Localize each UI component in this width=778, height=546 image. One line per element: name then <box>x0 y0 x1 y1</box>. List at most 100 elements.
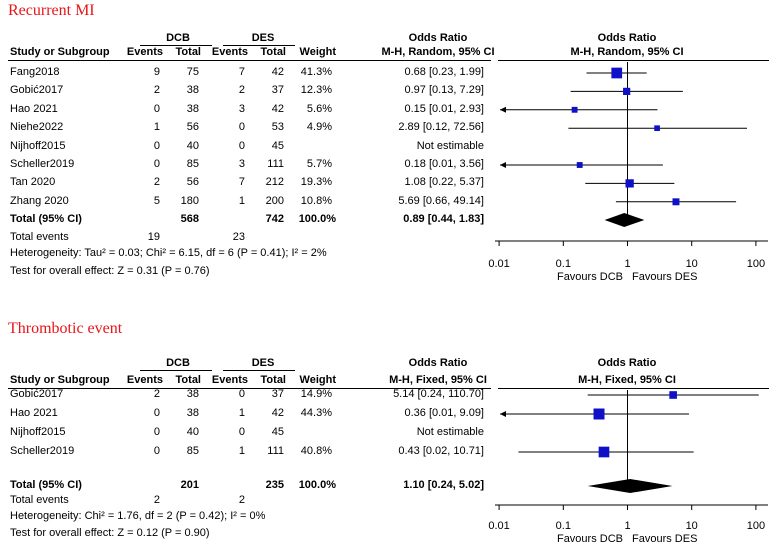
thrombo-or-header: Odds Ratio <box>408 357 468 369</box>
mi-header-rule-under-group1 <box>140 45 212 46</box>
thrombo-study-name: Scheller2019 <box>10 445 75 457</box>
mi-study-weight: 5.7% <box>306 158 332 170</box>
mi-group2-header: DES <box>251 32 275 44</box>
mi-point-estimate <box>623 87 631 96</box>
mi-study-t2: 111 <box>267 158 284 170</box>
thrombo-study-e1: 0 <box>153 426 160 438</box>
thrombo-study-t1: 38 <box>186 388 199 400</box>
mi-study-e2: 2 <box>238 84 245 97</box>
mi-study-ci: 5.69 [0.66, 49.14] <box>398 194 484 207</box>
mi-ci-arrow-left <box>500 106 506 113</box>
thrombo-total1-header: Total <box>175 374 201 386</box>
mi-axis-tick-label: 10 <box>685 258 698 270</box>
mi-total-t2: 742 <box>265 213 284 225</box>
mi-header-rule-plot <box>498 60 769 61</box>
thrombo-study-t2: 42 <box>271 407 284 419</box>
thrombo-study-e1: 0 <box>153 445 160 457</box>
thrombo-point-estimate <box>593 408 605 420</box>
mi-study-e2: 1 <box>238 194 245 207</box>
mi-study-t1: 56 <box>186 121 199 134</box>
mi-study-e1: 5 <box>153 194 160 207</box>
mi-study-name: Zhang 2020 <box>10 194 69 207</box>
mi-point-estimate <box>625 179 634 188</box>
mi-title: Recurrent MI <box>8 2 95 19</box>
mi-study-name: Tan 2020 <box>10 176 56 189</box>
thrombo-total-t2: 235 <box>265 479 284 491</box>
thrombo-point-estimate <box>598 446 610 458</box>
mi-total-ci: 0.89 [0.44, 1.83] <box>403 213 484 225</box>
mi-study-t2: 37 <box>271 84 284 97</box>
thrombo-or-plot-header: Odds Ratio <box>597 357 657 369</box>
mi-header-rule-under-group2 <box>223 45 295 46</box>
mi-study-e2: 3 <box>238 158 245 170</box>
thrombo-header-rule-plot <box>498 388 769 389</box>
mi-study-name: Scheller2019 <box>10 158 75 170</box>
mi-weight-header: Weight <box>299 46 336 58</box>
thrombo-study-e2: 0 <box>238 388 245 400</box>
mi-study-e1: 2 <box>153 176 160 189</box>
mi-study-e1: 2 <box>153 84 160 97</box>
mi-study-weight: 4.9% <box>306 121 332 134</box>
thrombo-total-ci: 1.10 [0.24, 5.02] <box>403 479 484 491</box>
mi-study-name: Gobić2017 <box>10 84 64 97</box>
mi-axis-tick-label: 0.1 <box>555 258 571 270</box>
mi-total-events-label: Total events <box>10 231 69 243</box>
mi-point-estimate <box>571 106 578 113</box>
thrombo-events2-header: Events <box>211 374 248 386</box>
thrombo-group2-header: DES <box>251 357 275 369</box>
thrombo-favours-left: Favours DCB <box>556 533 623 545</box>
mi-study-ci: 1.08 [0.22, 5.37] <box>404 176 484 189</box>
mi-study-t1: 40 <box>186 139 199 152</box>
thrombo-favours-right: Favours DES <box>632 533 698 545</box>
thrombo-study-ci: Not estimable <box>416 426 484 438</box>
thrombo-study-t2: 111 <box>267 445 284 457</box>
mi-group1-header: DCB <box>166 32 190 44</box>
thrombo-study-t1: 85 <box>186 445 199 457</box>
mi-study-ci: 0.97 [0.13, 7.29] <box>404 84 484 97</box>
mi-study-t1: 75 <box>186 66 199 78</box>
thrombo-total-label: Total (95% CI) <box>10 479 82 491</box>
mi-study-name: Niehe2022 <box>10 121 64 134</box>
mi-study-t1: 56 <box>186 176 199 189</box>
thrombo-study-ci: 0.43 [0.02, 10.71] <box>398 445 484 457</box>
mi-study-e2: 7 <box>238 176 245 189</box>
thrombo-total-events-e2: 2 <box>238 494 245 506</box>
thrombo-total2-header: Total <box>260 374 286 386</box>
mi-method-plot-header: M-H, Random, 95% CI <box>570 46 684 58</box>
thrombo-header-rule-under-group1 <box>140 370 212 371</box>
thrombo-axis-tick-label: 0.01 <box>488 520 510 532</box>
thrombo-axis-tick-label: 10 <box>685 520 698 532</box>
thrombo-title: Thrombotic event <box>8 320 123 337</box>
mi-point-estimate <box>654 125 660 132</box>
mi-study-weight: 12.3% <box>300 84 332 97</box>
thrombo-total-t1: 201 <box>180 479 199 491</box>
mi-total-t1: 568 <box>180 213 199 225</box>
mi-study-name: Hao 2021 <box>10 102 58 115</box>
thrombo-study-name: Nijhoff2015 <box>10 426 66 438</box>
thrombo-study-header: Study or Subgroup <box>10 374 110 386</box>
thrombo-method-header: M-H, Fixed, 95% CI <box>389 374 487 386</box>
mi-study-e2: 0 <box>238 139 245 152</box>
mi-study-e1: 1 <box>153 121 160 134</box>
thrombo-axis-tick-label: 1 <box>624 520 631 532</box>
mi-total1-header: Total <box>175 46 201 58</box>
thrombo-header-rule-under-group2 <box>223 370 295 371</box>
thrombo-summary-diamond <box>587 479 673 493</box>
thrombo-axis-tick-label: 100 <box>746 520 766 532</box>
mi-study-t2: 42 <box>271 66 284 78</box>
thrombo-study-t2: 45 <box>271 426 284 438</box>
mi-total2-header: Total <box>260 46 286 58</box>
mi-favours-right: Favours DES <box>632 271 698 283</box>
thrombo-ci-arrow-left <box>500 411 506 417</box>
thrombo-total-events-label: Total events <box>10 494 69 506</box>
mi-study-e1: 0 <box>153 158 160 170</box>
mi-study-t1: 180 <box>180 194 199 207</box>
thrombo-study-e1: 0 <box>153 407 160 419</box>
thrombo-study-name: Hao 2021 <box>10 407 58 419</box>
mi-study-ci: 2.89 [0.12, 72.56] <box>398 121 484 134</box>
mi-study-t2: 53 <box>271 121 284 134</box>
mi-study-ci: 0.68 [0.23, 1.99] <box>404 66 484 78</box>
mi-study-t1: 38 <box>186 84 199 97</box>
mi-study-t1: 85 <box>186 158 199 170</box>
thrombo-group1-header: DCB <box>166 357 190 369</box>
